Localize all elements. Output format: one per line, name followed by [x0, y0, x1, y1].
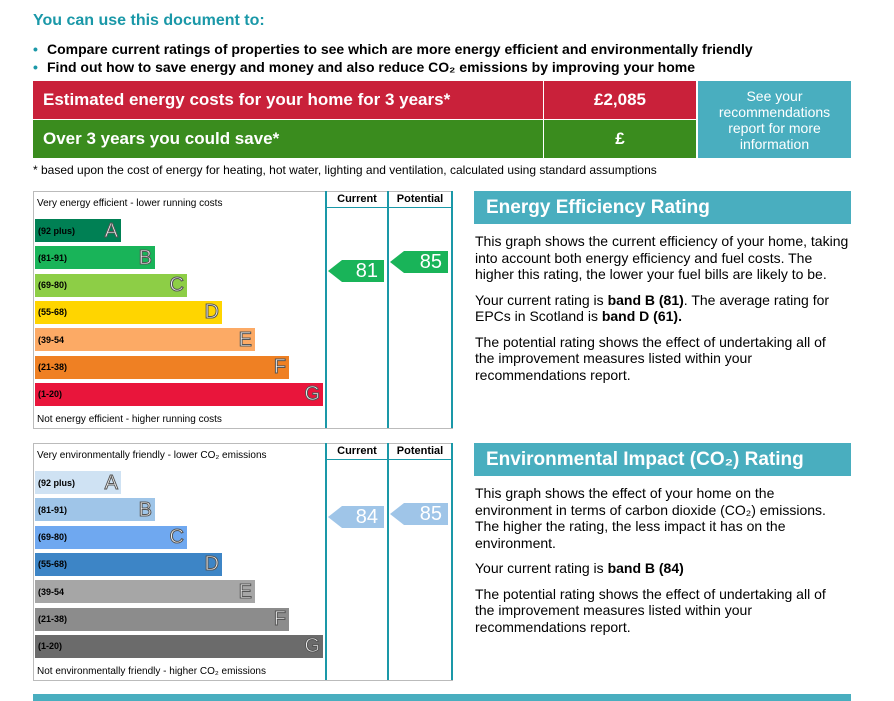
bullet-text: Compare current ratings of properties to… [47, 41, 753, 57]
band-range: (39-54 [38, 586, 65, 597]
energy-average-band: band D (61). [601, 308, 682, 324]
band-letter: A [104, 219, 118, 242]
band-range: (39-54 [38, 334, 65, 345]
env-column-divider [451, 443, 453, 680]
band-letter: F [273, 356, 286, 378]
band-range: (81-91) [38, 504, 68, 515]
energy-current-header: Current [337, 193, 377, 205]
band-range: (21-38) [38, 362, 68, 372]
band-range: (92 plus) [38, 477, 76, 488]
energy-p2-text: . The average rating for EPCs in Scotlan… [475, 291, 830, 325]
energy-column-divider [387, 191, 389, 428]
env-bottom-label: Not environmentally friendly - higher CO… [37, 666, 266, 677]
env-section-title: Environmental Impact (CO₂) Rating [474, 443, 851, 476]
env-current-rating: 84 [328, 506, 384, 528]
bullet-item: • Compare current ratings of properties t… [33, 40, 753, 58]
bullet-item: • Find out how to save energy and money a… [33, 58, 753, 76]
band-letter: D [204, 301, 219, 324]
energy-potential-rating: 85 [390, 251, 448, 273]
energy-current-rating: 81 [328, 260, 384, 282]
rating-band-g: (1-20) G [35, 634, 323, 658]
env-current-header: Current [337, 445, 377, 457]
rating-band-c: (69-80) C [35, 525, 187, 549]
band-letter: B [138, 246, 152, 269]
rating-band-e: (39-54 E [35, 328, 255, 352]
env-description-p3: The potential rating shows the effect of… [475, 585, 826, 635]
bullet-icon: • [33, 59, 38, 75]
rating-band-b: (81-91) B [35, 498, 155, 522]
bottom-section-bar [33, 694, 851, 701]
env-top-label: Very environmentally friendly - lower CO… [37, 450, 267, 461]
rating-band-c: (69-80) C [35, 273, 187, 297]
rating-band-f: (21-38) F [35, 607, 289, 631]
band-letter: E [238, 580, 252, 603]
band-range: (81-91) [38, 252, 68, 263]
band-range: (92 plus) [38, 225, 76, 236]
energy-current-band: band B (81) [607, 291, 684, 308]
rating-band-f: (21-38) F [35, 355, 289, 379]
energy-p2-text: Your current rating is [475, 291, 608, 308]
band-range: (55-68) [38, 559, 68, 570]
env-current-band: band B (84) [607, 560, 684, 576]
env-potential-rating: 85 [390, 503, 448, 525]
see-recommendations-box: See your recommendations report for more… [698, 81, 851, 158]
bullet-list: • Compare current ratings of properties t… [33, 40, 753, 76]
bullet-text: Find out how to save energy and money an… [47, 59, 696, 75]
env-chart-frame [33, 443, 453, 681]
rating-band-d: (55-68) D [35, 300, 222, 324]
energy-description-p2: Your current rating is band B (81). The … [475, 292, 849, 325]
rating-band-b: (81-91) B [35, 246, 155, 270]
rating-band-e: (39-54 E [35, 580, 255, 604]
env-p2-text: Your current rating is [475, 560, 608, 576]
env-description-p1: This graph shows the effect of your home… [475, 485, 826, 551]
band-letter: F [273, 608, 286, 630]
band-range: (1-20) [38, 641, 63, 652]
energy-potential-header: Potential [396, 193, 444, 205]
band-letter: C [169, 526, 184, 549]
band-range: (1-20) [38, 389, 63, 400]
see-recommendations-text: See your recommendations report for more… [718, 87, 831, 152]
page-heading: You can use this document to: [33, 12, 265, 29]
energy-header-line [325, 207, 453, 208]
band-letter: E [238, 328, 252, 351]
energy-top-label: Very energy efficient - lower running co… [37, 198, 223, 209]
band-letter: C [169, 274, 184, 297]
energy-description-p3: The potential rating shows the effect of… [475, 333, 826, 383]
cost-footnote: * based upon the cost of energy for heat… [33, 163, 657, 177]
env-column-divider [325, 443, 327, 680]
band-range: (21-38) [38, 614, 68, 624]
energy-column-divider [325, 191, 327, 428]
env-potential-header: Potential [396, 445, 444, 457]
band-letter: A [104, 471, 118, 494]
energy-description: This graph shows the current efficiency … [475, 233, 849, 392]
estimated-costs-value: £2,085 [544, 81, 696, 119]
env-header-line [325, 459, 453, 460]
rating-band-a: (92 plus) A [35, 471, 121, 494]
env-description: This graph shows the effect of your home… [475, 485, 849, 644]
band-letter: G [304, 383, 321, 406]
energy-section-title: Energy Efficiency Rating [474, 191, 851, 224]
savings-label: Over 3 years you could save* [33, 120, 543, 158]
bullet-icon: • [33, 41, 38, 57]
rating-band-g: (1-20) G [35, 382, 323, 406]
band-range: (69-80) [38, 532, 68, 543]
rating-band-a: (92 plus) A [35, 219, 121, 242]
energy-description-p1: This graph shows the current efficiency … [475, 233, 849, 282]
energy-chart-frame [33, 191, 453, 429]
energy-column-divider [451, 191, 453, 428]
estimated-costs-label: Estimated energy costs for your home for… [33, 81, 543, 119]
env-column-divider [387, 443, 389, 680]
savings-value: £ [544, 120, 696, 158]
energy-bottom-label: Not energy efficient - higher running co… [37, 414, 222, 425]
band-letter: D [204, 553, 219, 576]
band-letter: B [138, 498, 152, 521]
band-range: (69-80) [38, 280, 68, 291]
env-description-p2: Your current rating is band B (84) [475, 560, 849, 577]
band-letter: G [304, 635, 321, 658]
band-range: (55-68) [38, 307, 68, 318]
rating-band-d: (55-68) D [35, 552, 222, 576]
